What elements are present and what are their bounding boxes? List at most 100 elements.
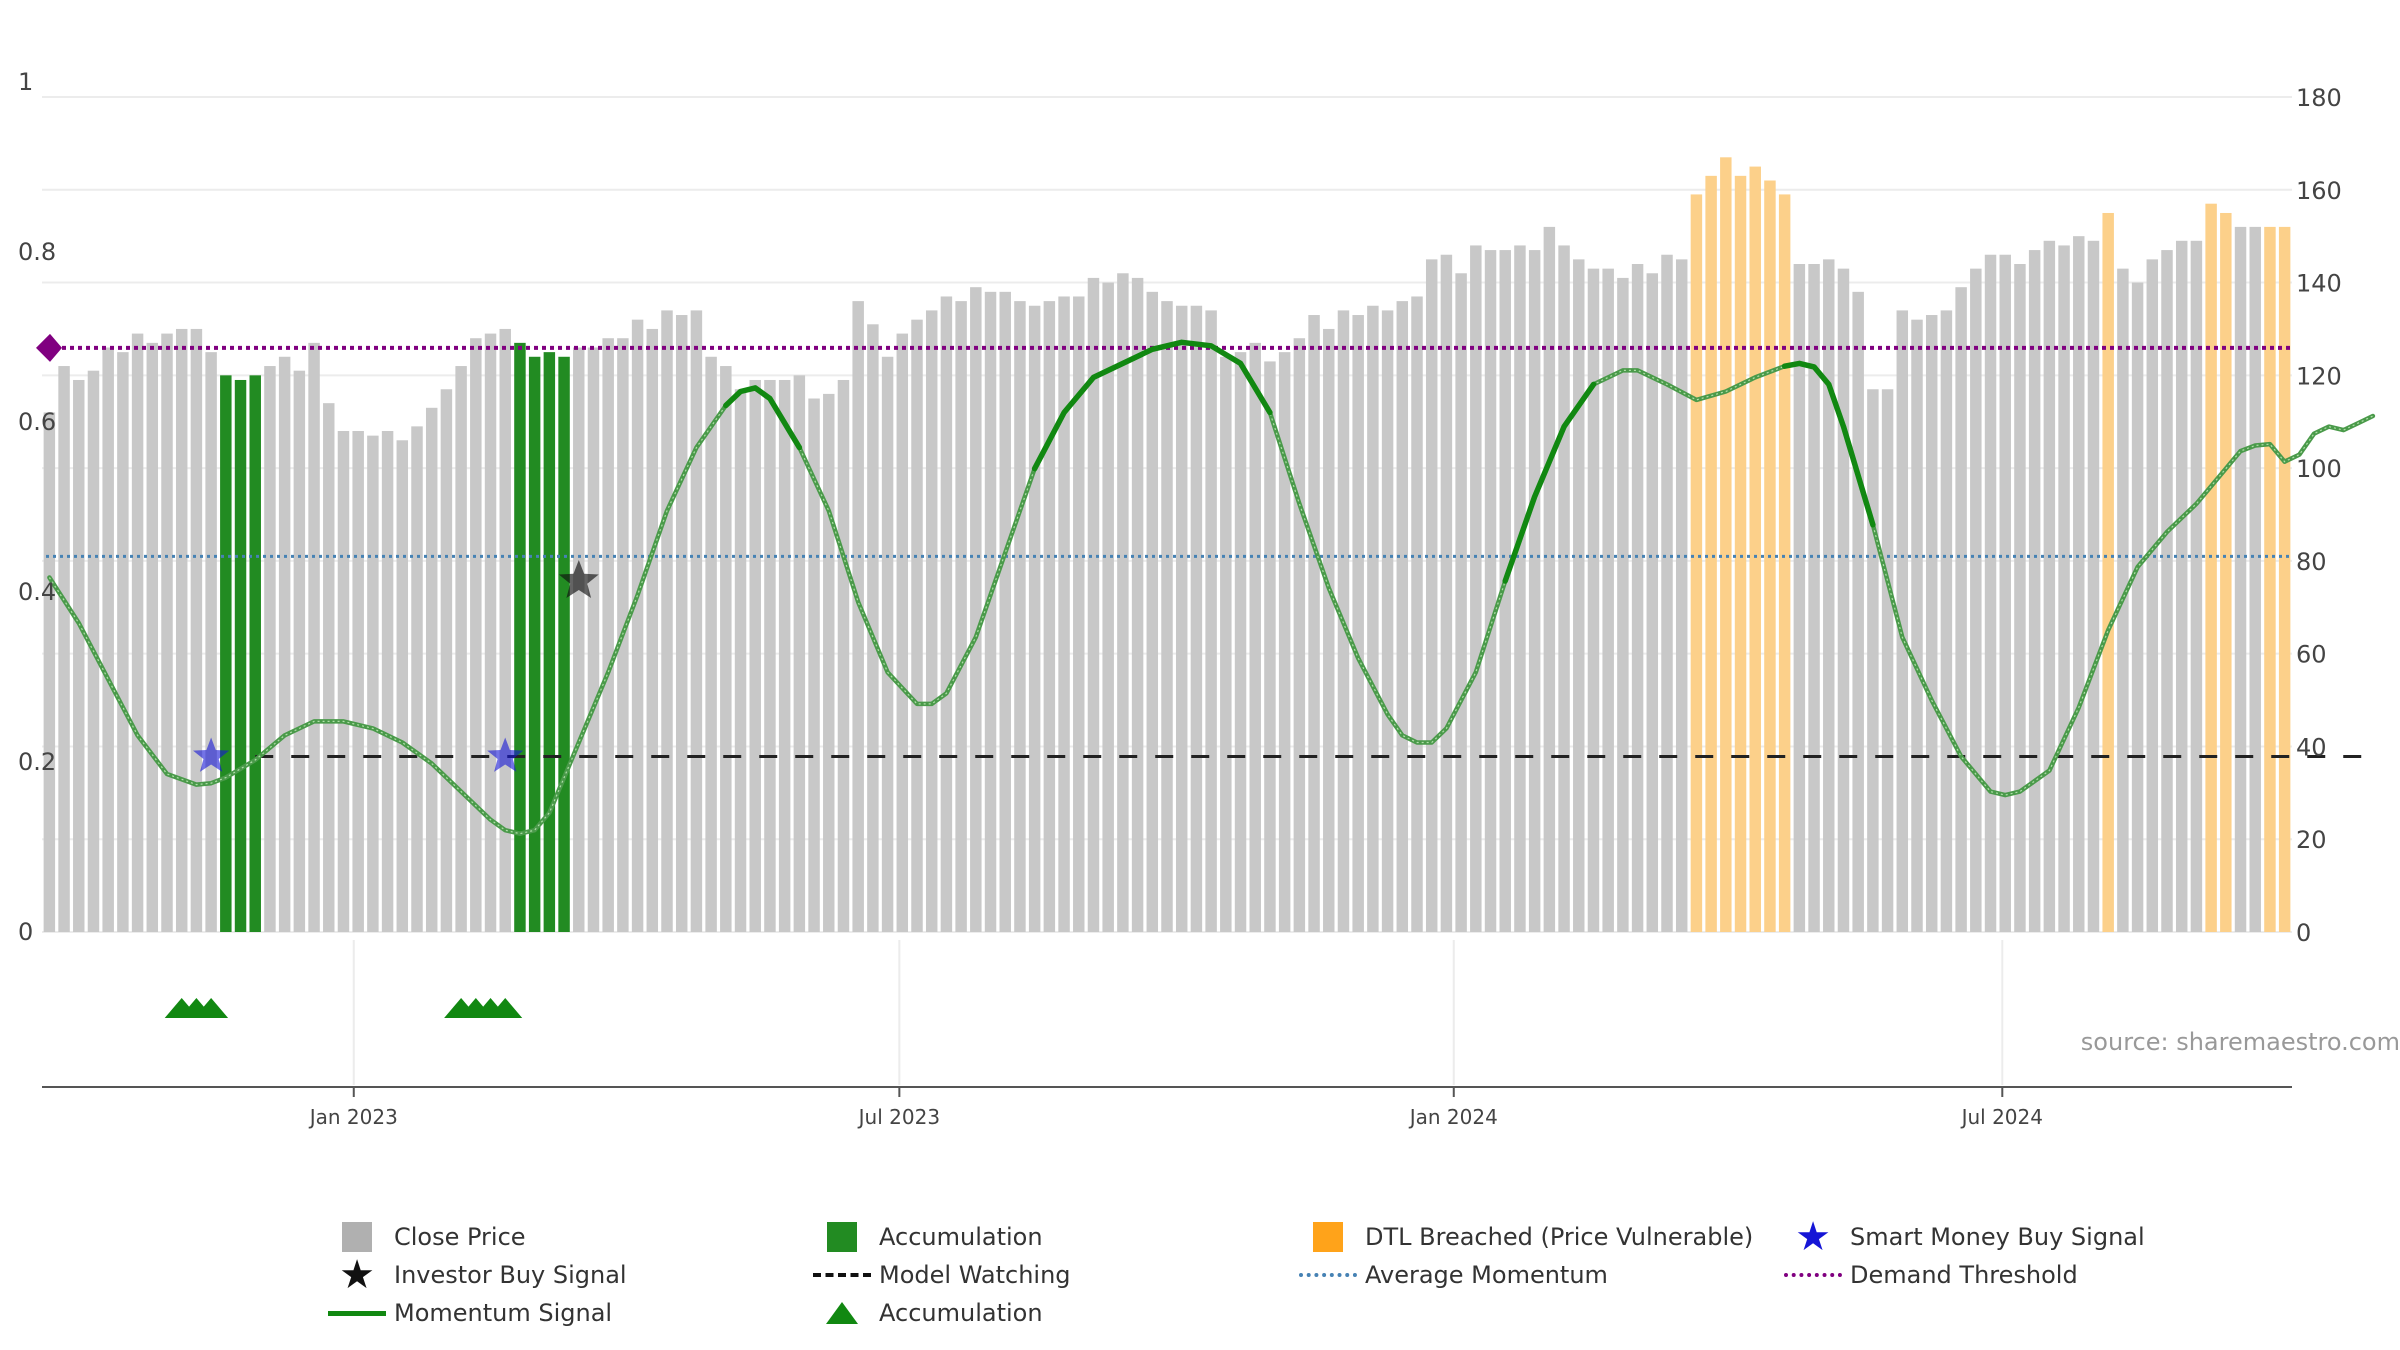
price-bar	[58, 366, 70, 932]
price-bar	[1190, 305, 1203, 932]
price-bar	[1970, 268, 1982, 932]
price-bar	[999, 291, 1011, 932]
price-bar	[808, 398, 820, 932]
price-bar	[1175, 305, 1188, 932]
price-bar	[1543, 226, 1556, 932]
price-bar	[1087, 277, 1100, 933]
legend-label: Smart Money Buy Signal	[1850, 1223, 2145, 1251]
accumulation-bar	[220, 375, 232, 932]
price-bar	[1808, 264, 1820, 932]
price-bar	[425, 407, 438, 932]
price-bar	[146, 342, 159, 933]
price-bar	[1558, 245, 1570, 932]
price-bar	[293, 370, 306, 932]
price-bar	[1205, 310, 1217, 932]
right-axis-tick: 60	[2296, 641, 2327, 669]
price-bar	[43, 412, 56, 932]
left-axis-tick: 0.8	[18, 238, 56, 266]
price-bar	[1631, 264, 1644, 932]
dtl-breached-bar	[1705, 175, 1717, 933]
price-bar	[970, 287, 982, 932]
price-bar	[102, 347, 114, 932]
legend-label: Momentum Signal	[394, 1299, 613, 1327]
legend-label: Investor Buy Signal	[394, 1261, 627, 1289]
price-bar	[793, 375, 806, 932]
axes: 0 0.2 0.4 0.6 0.8 1 0 20 40 60 80 100 120 140 160 180 Ja…	[18, 68, 2342, 1129]
price-bar	[1293, 338, 1306, 932]
green-square-icon	[827, 1222, 857, 1252]
green-triangle-icon	[826, 1302, 858, 1324]
price-bar	[1043, 301, 1056, 933]
price-bar	[925, 310, 938, 932]
momentum-line-bold	[1781, 360, 1876, 528]
accumulation-triangle	[488, 998, 523, 1018]
dtl-breached-bar	[2278, 226, 2291, 932]
price-bar	[587, 347, 600, 932]
price-bar	[1514, 245, 1526, 932]
price-bar	[661, 310, 673, 932]
price-bar	[1940, 310, 1953, 932]
price-bar	[323, 403, 335, 933]
price-bar	[1278, 352, 1291, 932]
accumulation-triangle	[194, 998, 229, 1018]
price-bar	[175, 328, 188, 932]
legend-label: Close Price	[394, 1223, 526, 1251]
legend-label: Accumulation	[879, 1299, 1043, 1327]
price-bar	[940, 296, 953, 932]
price-bar	[1411, 296, 1423, 932]
price-bar	[1617, 277, 1629, 933]
price-bar	[2131, 282, 2144, 932]
price-bar	[955, 301, 967, 933]
price-bar	[1234, 352, 1247, 932]
investor-buy-star	[558, 560, 599, 598]
price-bar	[573, 347, 585, 932]
right-axis-tick: 40	[2296, 733, 2327, 761]
price-bar	[396, 440, 409, 932]
price-bar	[1867, 389, 1879, 932]
price-bar	[1440, 254, 1453, 932]
price-bar	[2058, 245, 2070, 932]
price-bar	[1881, 389, 1894, 932]
price-bar	[308, 342, 320, 933]
price-bar	[1573, 259, 1585, 933]
price-bar	[1323, 328, 1335, 932]
accumulation-bar	[234, 379, 247, 932]
black-dash-icon	[813, 1273, 871, 1277]
right-axis-tick: 120	[2296, 362, 2342, 390]
right-axis-tick: 140	[2296, 270, 2342, 298]
dtl-breached-bar	[2264, 226, 2276, 932]
price-bar	[440, 389, 453, 932]
price-bar	[1484, 250, 1497, 933]
dtl-breached-bar	[2220, 212, 2232, 932]
price-bar	[2146, 259, 2159, 933]
price-bar	[190, 328, 203, 932]
price-bar	[1131, 277, 1144, 933]
price-bar	[984, 291, 997, 932]
legend-model-watching: Model Watching	[813, 1256, 1071, 1294]
price-bar	[1999, 254, 2011, 932]
x-axis-tick: Jan 2024	[1408, 1105, 1498, 1129]
accumulation-bar	[558, 356, 570, 932]
indicator-lines	[36, 333, 2376, 836]
price-bar	[896, 333, 909, 932]
legend-accumulation-triangle: Accumulation	[813, 1294, 1043, 1332]
dtl-breached-bar	[2205, 203, 2217, 932]
price-bar	[1793, 264, 1806, 932]
price-bar	[1220, 356, 1232, 932]
price-bar	[690, 310, 703, 932]
price-bar	[867, 324, 879, 932]
price-bar	[1352, 315, 1364, 932]
price-bar	[1528, 250, 1541, 933]
right-axis-tick: 0	[2296, 919, 2311, 947]
price-bar	[484, 333, 497, 932]
smart-money-star	[193, 737, 230, 772]
demand-threshold-marker	[36, 333, 62, 362]
left-axis-tick: 1	[18, 68, 33, 96]
right-axis-tick: 160	[2296, 177, 2342, 205]
right-axis-tick: 180	[2296, 84, 2342, 112]
price-bar	[352, 431, 364, 932]
price-bar	[705, 356, 717, 932]
price-bar	[117, 352, 129, 932]
legend-smart-money: ★ Smart Money Buy Signal	[1784, 1217, 2145, 1257]
price-bar	[470, 338, 482, 932]
